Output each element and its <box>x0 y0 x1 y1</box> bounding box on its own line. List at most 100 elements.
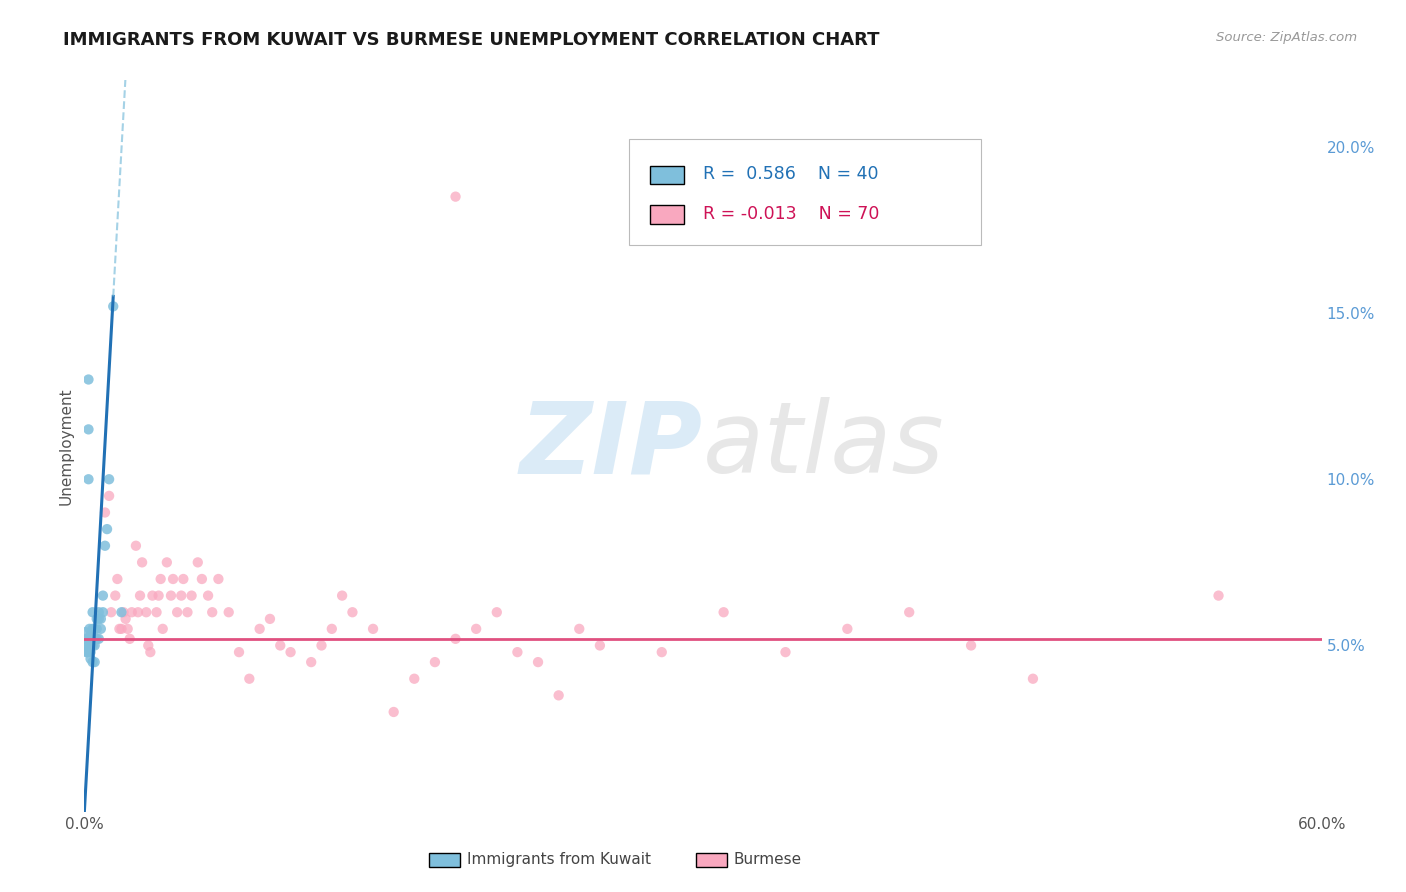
Point <box>86 612 108 626</box>
Text: atlas: atlas <box>703 398 945 494</box>
Point <box>79 639 101 653</box>
Point <box>103 299 125 313</box>
Text: Immigrants from Kuwait: Immigrants from Kuwait <box>467 853 651 867</box>
Point <box>96 522 118 536</box>
Point <box>299 655 322 669</box>
Point <box>91 605 114 619</box>
Point <box>87 632 110 646</box>
Point <box>713 605 735 619</box>
Point <box>90 622 112 636</box>
Point <box>76 645 98 659</box>
Point <box>79 632 101 646</box>
Point <box>135 605 157 619</box>
Point <box>156 555 179 569</box>
Point <box>82 622 104 636</box>
Point <box>77 372 100 386</box>
Point <box>162 572 184 586</box>
Point <box>75 625 97 640</box>
Point <box>238 672 260 686</box>
Point <box>444 632 467 646</box>
Point <box>444 189 467 203</box>
Point <box>180 589 202 603</box>
Point <box>330 589 353 603</box>
Point <box>547 689 569 703</box>
Point <box>100 605 122 619</box>
Point <box>136 639 159 653</box>
Point <box>568 622 591 636</box>
FancyBboxPatch shape <box>650 166 685 185</box>
Text: ZIP: ZIP <box>520 398 703 494</box>
Point <box>321 622 343 636</box>
FancyBboxPatch shape <box>628 139 981 244</box>
Point <box>82 632 104 646</box>
Text: Source: ZipAtlas.com: Source: ZipAtlas.com <box>1216 31 1357 45</box>
Point <box>129 589 152 603</box>
Point <box>837 622 859 636</box>
Point <box>187 555 209 569</box>
Y-axis label: Unemployment: Unemployment <box>58 387 73 505</box>
Point <box>148 589 170 603</box>
Point <box>465 622 488 636</box>
Point <box>131 555 153 569</box>
Text: Burmese: Burmese <box>734 853 801 867</box>
Point <box>83 622 105 636</box>
Point <box>139 645 162 659</box>
Point <box>527 655 550 669</box>
Point <box>775 645 797 659</box>
Point <box>342 605 364 619</box>
Point <box>98 489 121 503</box>
Point <box>110 622 132 636</box>
Point <box>83 632 105 646</box>
Point <box>110 605 132 619</box>
Point <box>125 539 148 553</box>
Point <box>423 655 446 669</box>
Point <box>191 572 214 586</box>
Point <box>166 605 188 619</box>
Point <box>160 589 183 603</box>
Point <box>898 605 921 619</box>
Point <box>170 589 193 603</box>
Point <box>228 645 250 659</box>
Point <box>218 605 240 619</box>
Point <box>75 639 97 653</box>
Point <box>87 612 110 626</box>
Point <box>82 605 104 619</box>
Text: R =  0.586    N = 40: R = 0.586 N = 40 <box>703 165 879 183</box>
Point <box>361 622 384 636</box>
Point <box>79 622 101 636</box>
Point <box>108 622 131 636</box>
Point <box>112 605 135 619</box>
Text: IMMIGRANTS FROM KUWAIT VS BURMESE UNEMPLOYMENT CORRELATION CHART: IMMIGRANTS FROM KUWAIT VS BURMESE UNEMPL… <box>63 31 880 49</box>
Point <box>152 622 174 636</box>
Point <box>86 622 108 636</box>
Point <box>105 572 128 586</box>
Point <box>259 612 281 626</box>
Point <box>172 572 194 586</box>
Point <box>94 539 117 553</box>
Point <box>149 572 172 586</box>
Point <box>141 589 163 603</box>
Point <box>651 645 673 659</box>
Point <box>117 622 139 636</box>
FancyBboxPatch shape <box>650 205 685 224</box>
Point <box>201 605 224 619</box>
Point <box>94 506 117 520</box>
Point <box>145 605 167 619</box>
Point <box>90 612 112 626</box>
Point <box>127 605 149 619</box>
Point <box>79 645 101 659</box>
Point <box>506 645 529 659</box>
Point <box>83 655 105 669</box>
Point <box>1208 589 1230 603</box>
Point <box>79 652 101 666</box>
Point <box>382 705 405 719</box>
Point <box>87 605 110 619</box>
Point <box>197 589 219 603</box>
Point <box>75 632 97 646</box>
Point <box>82 639 104 653</box>
Point <box>77 422 100 436</box>
Point <box>86 632 108 646</box>
Point <box>104 589 127 603</box>
Point <box>311 639 333 653</box>
Point <box>589 639 612 653</box>
